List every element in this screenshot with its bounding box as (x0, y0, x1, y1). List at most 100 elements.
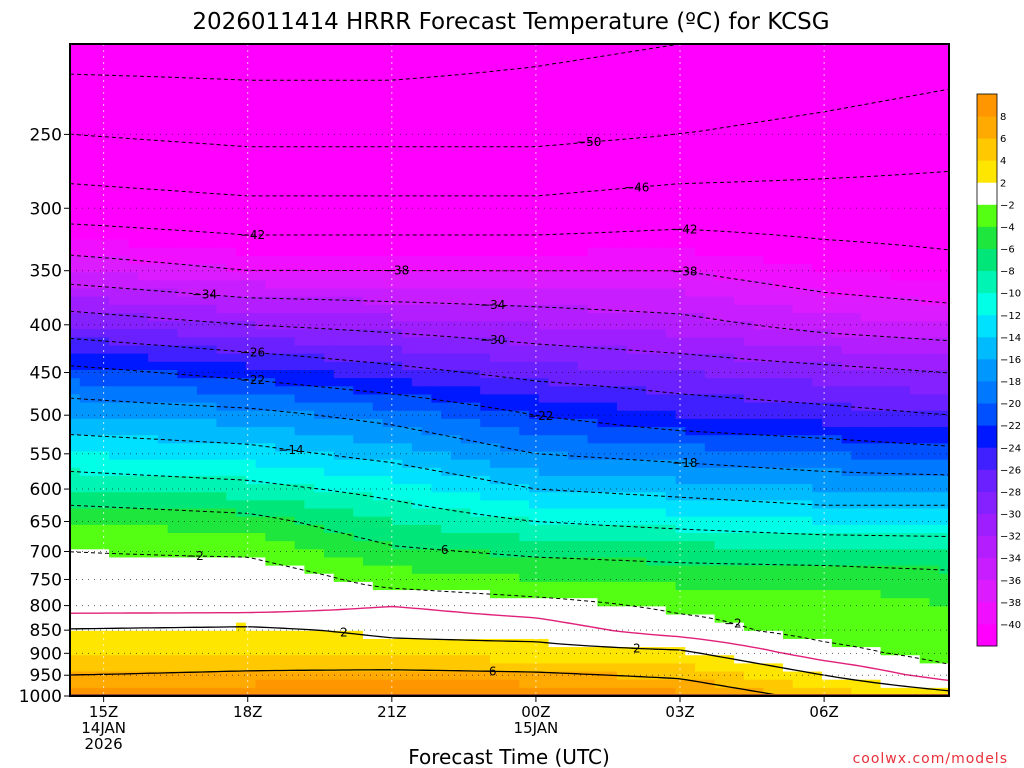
field-cell (656, 255, 667, 265)
field-cell (421, 402, 432, 412)
field-cell (685, 207, 696, 216)
field-cell (695, 459, 706, 469)
field-cell (79, 92, 91, 102)
field-cell (314, 337, 325, 347)
field-cell (792, 304, 804, 314)
field-cell (861, 207, 872, 216)
field-cell (929, 125, 940, 135)
field-cell (226, 296, 237, 306)
field-cell (314, 117, 325, 127)
field-cell (294, 60, 305, 70)
field-cell (245, 190, 257, 200)
field-cell (734, 280, 745, 290)
field-cell (167, 190, 179, 200)
field-cell (109, 467, 120, 477)
field-cell (714, 288, 725, 298)
field-cell (656, 44, 667, 53)
field-cell (685, 133, 696, 143)
field-cell (245, 312, 257, 322)
field-cell (616, 68, 628, 78)
field-cell (900, 84, 911, 94)
field-cell (831, 312, 843, 322)
field-cell (441, 60, 452, 70)
field-cell (460, 321, 472, 330)
field-cell (841, 198, 852, 208)
field-cell (255, 174, 266, 184)
field-cell (636, 215, 647, 224)
field-cell (831, 427, 843, 436)
field-cell (333, 378, 345, 387)
field-cell (568, 141, 579, 151)
field-cell (587, 361, 598, 371)
field-cell (685, 52, 696, 61)
field-cell (519, 125, 530, 135)
field-cell (665, 182, 677, 192)
field-cell (148, 182, 159, 192)
field-cell (509, 329, 520, 338)
field-cell (851, 109, 862, 118)
field-cell (392, 52, 403, 61)
field-cell (656, 386, 667, 396)
field-cell (646, 125, 657, 135)
field-cell (656, 312, 667, 322)
field-cell (782, 255, 794, 265)
field-cell (460, 435, 472, 444)
field-cell (294, 451, 305, 461)
field-cell (314, 312, 325, 322)
field-cell (353, 117, 364, 127)
field-cell (177, 133, 188, 143)
field-cell (714, 101, 725, 110)
field-cell (187, 394, 198, 404)
field-cell (919, 52, 931, 61)
field-cell (675, 312, 686, 322)
field-cell (177, 223, 188, 233)
field-cell (831, 76, 843, 86)
field-cell (822, 133, 833, 143)
field-cell (187, 174, 198, 184)
field-cell (763, 467, 774, 477)
field-cell (851, 239, 862, 249)
field-cell (851, 125, 862, 135)
field-cell (333, 101, 345, 110)
field-cell (568, 84, 579, 94)
field-cell (861, 44, 872, 53)
field-cell (919, 394, 931, 404)
field-cell (646, 410, 657, 420)
field-cell (782, 361, 794, 371)
field-cell (167, 467, 179, 477)
field-cell (450, 402, 462, 412)
field-cell (196, 418, 208, 428)
field-cell (177, 435, 188, 444)
field-cell (753, 467, 765, 477)
field-cell (333, 288, 345, 298)
field-cell (880, 288, 891, 298)
field-cell (656, 264, 667, 273)
field-cell (284, 84, 296, 94)
field-cell (792, 467, 804, 477)
field-cell (568, 264, 579, 273)
field-cell (597, 427, 608, 436)
field-cell (743, 410, 755, 420)
field-cell (734, 109, 745, 118)
field-cell (245, 288, 257, 298)
field-cell (421, 337, 432, 347)
field-cell (636, 52, 647, 61)
field-cell (607, 149, 618, 159)
field-cell (558, 418, 569, 428)
field-cell (831, 247, 843, 257)
field-cell (489, 459, 501, 469)
field-cell (148, 288, 159, 298)
field-cell (275, 215, 286, 224)
field-cell (919, 141, 931, 151)
field-cell (929, 280, 940, 290)
field-cell (450, 337, 462, 347)
field-cell (245, 304, 257, 314)
field-cell (753, 272, 765, 281)
field-cell (909, 304, 921, 314)
field-cell (753, 198, 765, 208)
field-cell (724, 125, 735, 135)
field-cell (89, 109, 100, 118)
field-cell (255, 182, 266, 192)
field-cell (616, 427, 628, 436)
field-cell (480, 467, 491, 477)
